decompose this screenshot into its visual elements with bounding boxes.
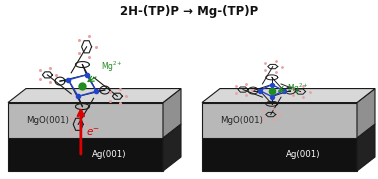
Polygon shape [8,138,163,171]
Text: MgO(001): MgO(001) [26,116,70,125]
Text: MgO(001): MgO(001) [221,116,263,125]
Polygon shape [357,89,375,138]
Text: Mg$^{2+}$: Mg$^{2+}$ [287,81,309,96]
Polygon shape [8,89,181,103]
Text: e$^{-}$: e$^{-}$ [86,127,100,138]
Polygon shape [202,138,357,171]
Text: Ag(001): Ag(001) [91,150,126,159]
Text: 2H-(TP)P → Mg-(TP)P: 2H-(TP)P → Mg-(TP)P [120,5,258,18]
Polygon shape [163,89,181,138]
Polygon shape [202,89,375,103]
Polygon shape [8,103,163,138]
Polygon shape [163,124,181,171]
Polygon shape [202,103,357,138]
Polygon shape [357,124,375,171]
Text: Ag(001): Ag(001) [285,150,320,159]
Text: Mg$^{2+}$: Mg$^{2+}$ [101,59,123,74]
